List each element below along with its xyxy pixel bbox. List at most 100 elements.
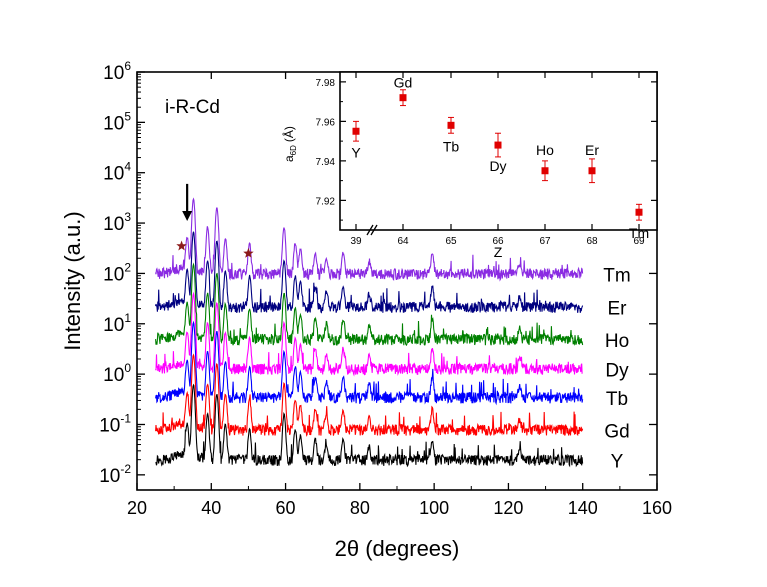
main-y-tick-base: 10 xyxy=(103,365,124,386)
inset-point-label: Er xyxy=(585,142,599,158)
main-y-tick-base: 10 xyxy=(99,466,120,487)
impurity-star-marker xyxy=(176,240,187,251)
main-x-ticks: 20 40 60 80 100 120 140 160 xyxy=(127,72,672,518)
main-y-tick-exp: -1 xyxy=(120,411,131,425)
main-x-axis-label: 2θ (degrees) xyxy=(335,536,460,561)
main-y-tick-label: 100 xyxy=(103,361,131,386)
main-y-tick-base: 10 xyxy=(103,63,124,84)
main-y-tick-base: 10 xyxy=(103,113,124,134)
inset-point-tb xyxy=(447,121,455,129)
main-y-tick-base: 10 xyxy=(103,214,124,235)
inset-y-label-unit: (Å) xyxy=(281,126,296,142)
main-y-tick-label: 105 xyxy=(103,109,131,134)
impurity-star-marker xyxy=(243,247,254,258)
main-y-tick-exp: 1 xyxy=(124,311,131,325)
series-line-dy xyxy=(155,291,583,377)
series-label-er: Er xyxy=(608,299,628,320)
main-y-tick-exp: 0 xyxy=(124,361,131,375)
svg-text:a6D(Å): a6D (Å) xyxy=(281,126,298,162)
inset-axis-break-slash-2 xyxy=(370,224,378,236)
series-label-tm: Tm xyxy=(603,265,630,286)
main-y-tick-label: 103 xyxy=(103,210,131,235)
inset-y-label-main: a xyxy=(282,155,296,162)
main-x-tick-label: 100 xyxy=(419,498,449,518)
series-label-ho: Ho xyxy=(605,331,629,352)
series-line-er xyxy=(155,231,584,314)
inset-x-tick-label: 39 xyxy=(350,236,362,247)
main-x-tick-label: 120 xyxy=(493,498,523,518)
inset-point-label: Y xyxy=(351,144,361,160)
inset-point-label: Tb xyxy=(443,138,460,154)
inset-point-gd xyxy=(399,94,407,102)
inset-y-tick-label: 7.96 xyxy=(316,117,336,128)
main-annotation: i-R-Cd xyxy=(165,97,220,118)
inset-y-tick-label: 7.94 xyxy=(316,157,336,168)
main-y-tick-base: 10 xyxy=(103,164,124,185)
inset-point-ho xyxy=(541,167,549,175)
main-y-tick-base: 10 xyxy=(103,315,124,336)
main-y-tick-label: 101 xyxy=(103,311,131,336)
inset-point-label: Gd xyxy=(394,75,413,91)
main-x-tick-label: 140 xyxy=(568,498,598,518)
main-y-tick-label: 10-2 xyxy=(99,462,131,487)
series-labels: Y Gd Tb Dy Ho Er Tm xyxy=(603,265,630,472)
main-y-tick-exp: 6 xyxy=(124,59,131,73)
inset-y-axis-label: a6D (Å) xyxy=(281,126,298,162)
peak-arrow-head xyxy=(182,210,193,221)
inset-x-tick-label: 67 xyxy=(539,236,551,247)
main-series-group xyxy=(155,197,584,468)
series-line-ho xyxy=(155,262,584,347)
main-y-axis-label: Intensity (a.u.) xyxy=(60,211,85,350)
inset-point-y xyxy=(352,127,360,135)
main-y-tick-label: 106 xyxy=(103,59,131,84)
inset-point-dy xyxy=(494,141,502,149)
inset-y-tick-label: 7.98 xyxy=(316,78,336,89)
main-x-tick-label: 60 xyxy=(276,498,296,518)
inset-y-tick-label: 7.92 xyxy=(316,196,336,207)
inset-point-tm xyxy=(635,208,643,216)
inset-point-label: Tm xyxy=(629,225,649,241)
inset-point-er xyxy=(588,167,596,175)
series-label-y: Y xyxy=(611,452,624,473)
main-x-tick-label: 80 xyxy=(350,498,370,518)
inset-x-tick-label: 65 xyxy=(445,236,457,247)
series-line-y xyxy=(155,383,584,468)
main-y-tick-label: 10-1 xyxy=(99,411,131,436)
main-x-tick-label: 40 xyxy=(201,498,221,518)
main-y-tick-base: 10 xyxy=(103,264,124,285)
main-y-tick-exp: 4 xyxy=(124,160,131,174)
inset-plot: 7.92 7.94 7.96 7.98 39 64 65 66 67 68 69 Y Gd Tb Dy H… xyxy=(281,71,658,260)
inset-x-axis-label: Z xyxy=(494,244,503,260)
inset-axis-break xyxy=(366,224,378,236)
main-y-tick-exp: 5 xyxy=(124,109,131,123)
inset-point-label: Dy xyxy=(489,158,506,174)
inset-x-tick-label: 68 xyxy=(586,236,598,247)
series-label-gd: Gd xyxy=(604,421,629,442)
main-x-tick-label: 160 xyxy=(642,498,672,518)
main-y-tick-exp: 3 xyxy=(124,210,131,224)
series-label-dy: Dy xyxy=(605,360,629,381)
series-line-tb xyxy=(155,320,584,406)
main-x-tick-label: 20 xyxy=(127,498,147,518)
series-label-tb: Tb xyxy=(606,389,628,410)
inset-x-tick-label: 69 xyxy=(633,236,645,247)
inset-point-label: Ho xyxy=(536,142,554,158)
peak-markers xyxy=(176,183,254,258)
main-plot: 20 40 60 80 100 120 140 160 10-210-110010110210… xyxy=(60,59,672,561)
inset-y-label-sub: 6D xyxy=(289,145,298,155)
main-y-tick-label: 102 xyxy=(103,260,131,285)
series-line-gd xyxy=(155,353,584,437)
inset-axis-break-slash-1 xyxy=(366,224,374,236)
inset-y-ticks: 7.92 7.94 7.96 7.98 xyxy=(316,78,657,221)
inset-x-tick-label: 66 xyxy=(492,236,504,247)
inset-points: Y Gd Tb Dy Ho Er Tm xyxy=(351,75,649,242)
main-y-tick-base: 10 xyxy=(99,415,120,436)
inset-x-ticks: 39 64 65 66 67 68 69 xyxy=(350,72,645,247)
main-y-tick-exp: -2 xyxy=(120,462,131,476)
main-y-tick-label: 104 xyxy=(103,160,131,185)
inset-x-tick-label: 64 xyxy=(397,236,409,247)
series-line-tm xyxy=(155,197,584,282)
main-y-tick-exp: 2 xyxy=(124,260,131,274)
